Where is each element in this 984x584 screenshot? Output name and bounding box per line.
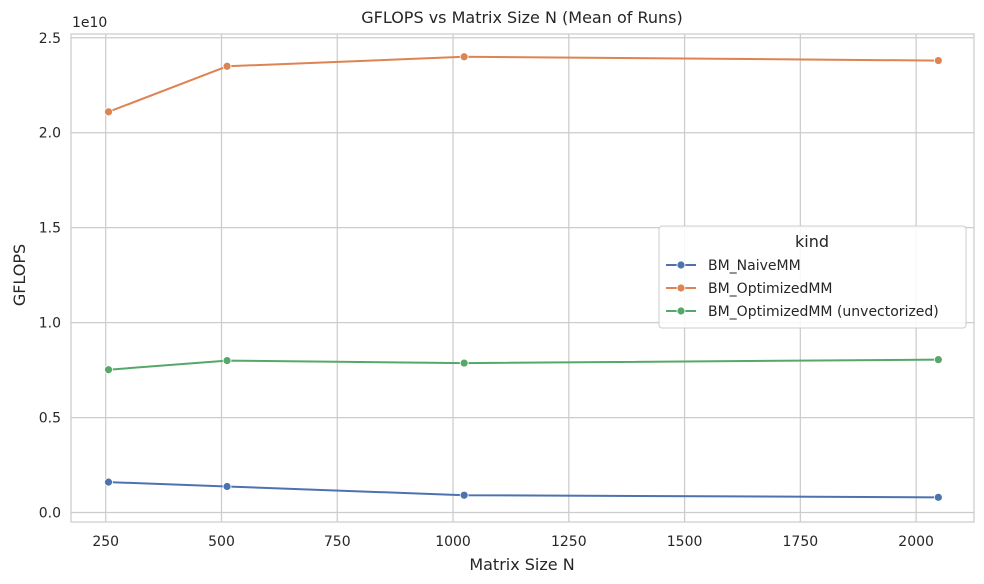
x-tick-label: 750 — [324, 534, 351, 550]
series-line — [108, 55, 939, 113]
series-line — [108, 481, 939, 499]
data-point — [222, 61, 232, 71]
y-axis-title: GFLOPS — [10, 244, 29, 306]
data-point — [459, 490, 469, 500]
legend-item: BM_OptimizedMM (unvectorized) — [666, 304, 939, 320]
legend-box — [658, 225, 967, 329]
legend-label: BM_OptimizedMM — [708, 281, 833, 297]
y-tick-label: 0.5 — [39, 411, 61, 427]
y-axis-tick-labels: 0.0 0.5 1.0 1.5 2.0 2.5 — [39, 31, 61, 522]
legend-label: BM_OptimizedMM (unvectorized) — [708, 304, 939, 320]
data-point — [104, 365, 113, 375]
y-axis-offset-label: 1e10 — [72, 15, 107, 31]
legend-label: BM_NaiveMM — [708, 258, 801, 274]
legend-marker — [676, 283, 686, 293]
y-tick-label: 1.5 — [39, 221, 61, 237]
plot-area-frame — [70, 33, 975, 523]
series-line — [108, 358, 939, 371]
x-tick-label: 500 — [208, 534, 235, 550]
y-tick-label: 1.0 — [39, 316, 61, 332]
x-axis-tick-labels: 250 500 750 1000 1250 1500 1750 2000 — [92, 534, 934, 550]
data-point — [459, 52, 469, 62]
legend-marker — [676, 306, 686, 316]
y-tick-label: 0.0 — [39, 506, 61, 522]
x-tick-label: 250 — [92, 534, 119, 550]
data-point — [933, 492, 943, 502]
legend-marker — [676, 260, 686, 270]
data-point — [104, 477, 113, 487]
data-point — [222, 482, 232, 491]
series-lines — [104, 52, 943, 502]
series-1 — [104, 52, 943, 117]
data-point — [104, 107, 113, 117]
x-tick-label: 1750 — [783, 534, 819, 550]
chart-title: GFLOPS vs Matrix Size N (Mean of Runs) — [361, 8, 682, 27]
legend-items: BM_NaiveMM BM_OptimizedMM BM_OptimizedMM (… — [666, 258, 939, 320]
data-point — [933, 56, 943, 65]
y-tick-label: 2.5 — [39, 31, 61, 47]
legend-item: BM_OptimizedMM — [666, 281, 833, 297]
series-0 — [104, 477, 943, 502]
legend-item: BM_NaiveMM — [666, 258, 801, 274]
x-tick-label: 1250 — [551, 534, 587, 550]
y-tick-label: 2.0 — [39, 126, 61, 142]
data-point — [459, 358, 469, 368]
data-point — [933, 355, 943, 365]
x-axis-title: Matrix Size N — [469, 555, 574, 574]
data-point — [222, 356, 232, 365]
x-tick-label: 1000 — [435, 534, 471, 550]
series-2 — [104, 355, 943, 375]
x-tick-label: 1500 — [667, 534, 703, 550]
legend-title: kind — [795, 232, 829, 251]
legend: kind BM_NaiveMM BM_OptimizedMM BM_Optimize… — [658, 225, 967, 329]
x-tick-label: 2000 — [898, 534, 934, 550]
